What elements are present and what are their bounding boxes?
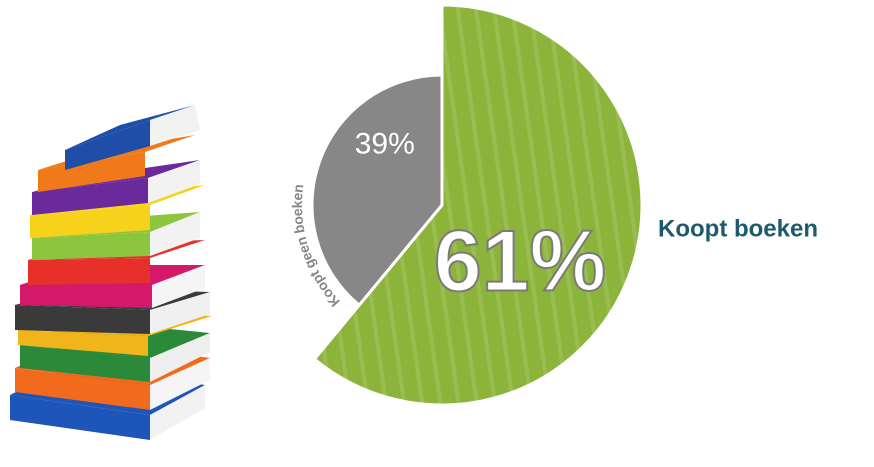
value-label: 39% [355,128,415,161]
slice-texture [314,5,642,405]
pie-slice [310,73,444,308]
value-label: 61% [434,214,606,310]
book-stack [10,105,212,440]
category-label: Koopt boeken [658,215,818,242]
